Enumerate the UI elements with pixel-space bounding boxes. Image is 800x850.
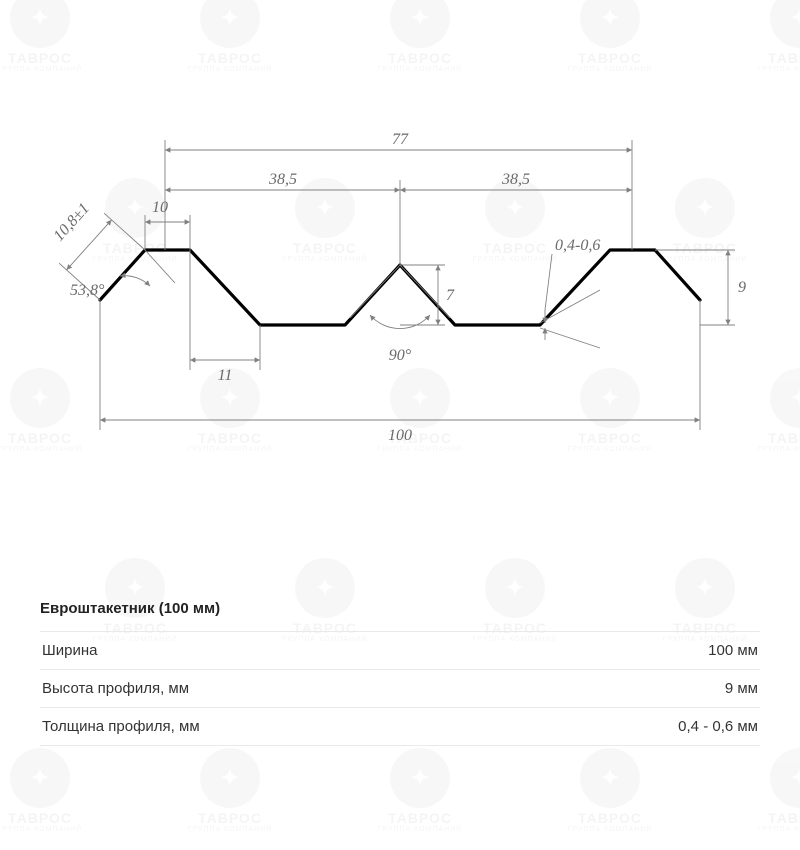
spec-row: Ширина 100 мм	[40, 631, 760, 670]
spec-row: Толщина профиля, мм 0,4 - 0,6 мм	[40, 708, 760, 746]
dim-overall-width: 100	[388, 427, 412, 444]
spec-table: Евроштакетник (100 мм) Ширина 100 мм Высот…	[40, 600, 760, 746]
dim-half-left: 38,5	[268, 171, 297, 188]
dim-top-span: 77	[392, 131, 409, 148]
dim-bottom-flat: 11	[218, 367, 233, 384]
profile-drawing: 100 77 38,5 38,5 10 11 7 9 0,4-0,6 90° 53,8° 10,8±1	[0, 0, 800, 560]
spec-value: 9 мм	[725, 680, 758, 697]
dim-center-height: 7	[446, 287, 455, 304]
spec-label: Высота профиля, мм	[42, 680, 189, 697]
spec-value: 0,4 - 0,6 мм	[678, 718, 758, 735]
dim-thickness: 0,4-0,6	[555, 237, 600, 254]
spec-value: 100 мм	[708, 642, 758, 659]
spec-label: Толщина профиля, мм	[42, 718, 200, 735]
dim-edge-len: 10,8±1	[50, 200, 93, 245]
dim-top-flat: 10	[152, 199, 168, 216]
dim-right-height: 9	[738, 279, 746, 296]
spec-label: Ширина	[42, 642, 97, 659]
spec-title: Евроштакетник (100 мм)	[40, 600, 760, 617]
dim-angle-left: 53,8°	[70, 282, 105, 299]
dim-half-right: 38,5	[501, 171, 530, 188]
dim-angle-center: 90°	[389, 347, 412, 364]
spec-row: Высота профиля, мм 9 мм	[40, 670, 760, 708]
